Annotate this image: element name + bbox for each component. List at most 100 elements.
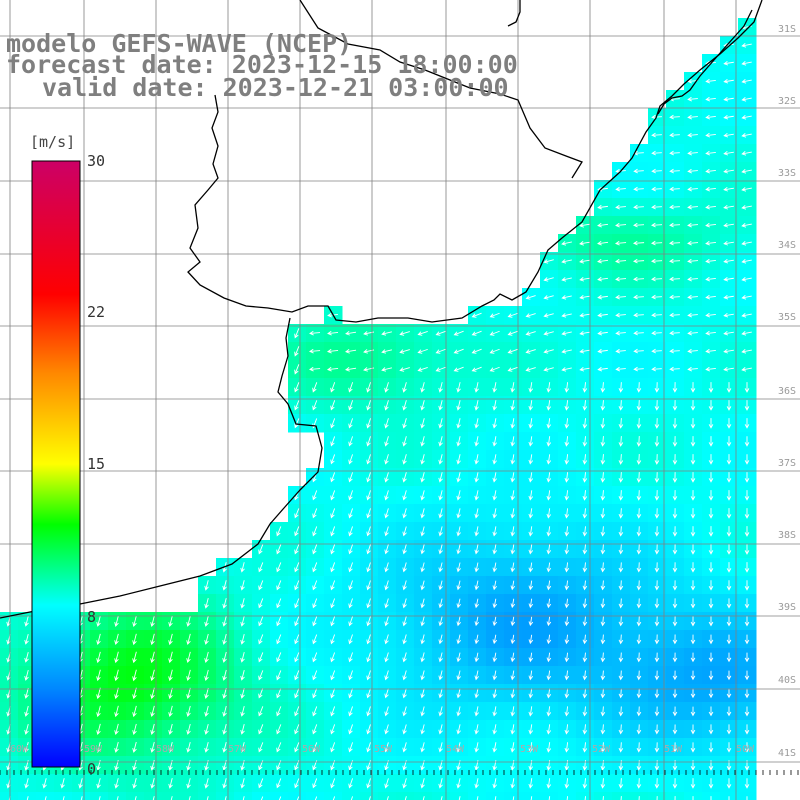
wind-arrow [348, 400, 354, 411]
wind-arrow [96, 705, 101, 718]
wind-arrow [669, 240, 681, 246]
wind-arrow [366, 472, 371, 483]
wind-arrow [402, 508, 407, 519]
wind-arrow [744, 544, 750, 555]
wind-arrow [600, 508, 606, 519]
wind-arrow [240, 652, 245, 663]
wind-arrow [276, 778, 282, 789]
wind-arrow [528, 706, 534, 717]
wind-arrow [348, 598, 353, 609]
wind-arrow [24, 687, 29, 699]
wind-arrow [294, 670, 300, 681]
valid-date-title: valid date: 2023-12-21 03:00:00 [42, 73, 509, 102]
wind-arrow [510, 778, 516, 789]
wind-arrow [222, 724, 227, 735]
wind-arrow [708, 490, 714, 501]
wind-arrow [402, 598, 407, 609]
wind-arrow [690, 598, 696, 609]
wind-arrow [384, 436, 389, 447]
wind-arrow [726, 508, 732, 519]
wind-arrow [579, 276, 590, 282]
wind-arrow [330, 418, 336, 429]
wind-arrow [546, 634, 552, 645]
wind-arrow [510, 544, 516, 555]
wind-arrow [294, 418, 300, 429]
wind-arrow [474, 382, 479, 393]
wind-arrow [474, 562, 480, 573]
wind-arrow [510, 436, 516, 447]
wind-arrow [402, 472, 407, 483]
wind-arrow [672, 652, 678, 663]
wind-arrow [672, 508, 678, 519]
wind-arrow [258, 634, 264, 645]
wind-arrow [294, 688, 300, 699]
wind-arrow [368, 796, 371, 800]
wind-arrow [672, 454, 678, 465]
wind-arrow [636, 670, 642, 681]
wind-arrow [294, 508, 300, 519]
wind-arrow [564, 706, 570, 717]
wind-arrow [669, 204, 680, 210]
wind-arrow [546, 508, 552, 519]
wind-arrow [366, 724, 371, 735]
wind-arrow [600, 454, 606, 465]
wind-arrow [294, 724, 300, 735]
wind-arrow [150, 723, 155, 735]
wind-arrow [600, 418, 606, 429]
wind-arrow [726, 616, 732, 627]
wind-arrow [330, 562, 336, 573]
wind-arrow [510, 724, 516, 735]
wind-arrow [726, 580, 732, 591]
wind-arrow [240, 580, 245, 591]
wind-arrow [669, 294, 680, 300]
wind-arrow [489, 312, 500, 318]
wind-arrow [669, 114, 680, 120]
wind-arrow [636, 472, 642, 483]
wind-arrow [492, 724, 497, 735]
wind-arrow [186, 633, 191, 646]
wind-arrow [579, 366, 590, 372]
wind-arrow [456, 634, 461, 645]
wind-arrow [438, 598, 443, 609]
wind-arrow [636, 382, 642, 393]
wind-arrow [528, 508, 534, 519]
wind-arrow [741, 133, 752, 138]
wind-arrow [708, 778, 714, 789]
wind-arrow [687, 150, 698, 156]
wind-arrow [651, 186, 662, 192]
wind-arrow [546, 580, 552, 591]
wind-arrow [561, 331, 572, 336]
wind-arrow [566, 796, 569, 800]
wind-arrow [312, 400, 318, 411]
wind-arrow [150, 705, 155, 718]
wind-arrow [618, 598, 624, 609]
wind-arrow [726, 382, 732, 393]
wind-arrow [381, 367, 393, 372]
wind-arrow [726, 778, 732, 789]
wind-arrow [636, 652, 642, 663]
wind-arrow [726, 418, 732, 429]
wind-arrow [204, 778, 209, 789]
wind-arrow [150, 687, 155, 700]
wind-arrow [708, 472, 714, 483]
wind-arrow [582, 400, 588, 411]
wind-arrow [632, 240, 645, 246]
wind-arrow [672, 634, 678, 645]
wind-arrow [510, 616, 516, 627]
wind-arrow [708, 544, 714, 555]
wind-arrow [308, 366, 321, 372]
wind-arrow [672, 778, 678, 789]
wind-arrow [525, 349, 536, 354]
wind-arrow [420, 526, 425, 537]
wind-arrow [348, 580, 353, 591]
wind-arrow [222, 778, 227, 789]
wind-arrow [723, 60, 734, 66]
wind-arrow [654, 454, 660, 465]
wind-arrow [744, 598, 750, 609]
wind-arrow [330, 508, 336, 519]
longitude-label: 60W [10, 744, 29, 755]
wind-arrow [633, 312, 644, 318]
wind-arrow [687, 132, 698, 138]
wind-arrow [561, 259, 572, 264]
